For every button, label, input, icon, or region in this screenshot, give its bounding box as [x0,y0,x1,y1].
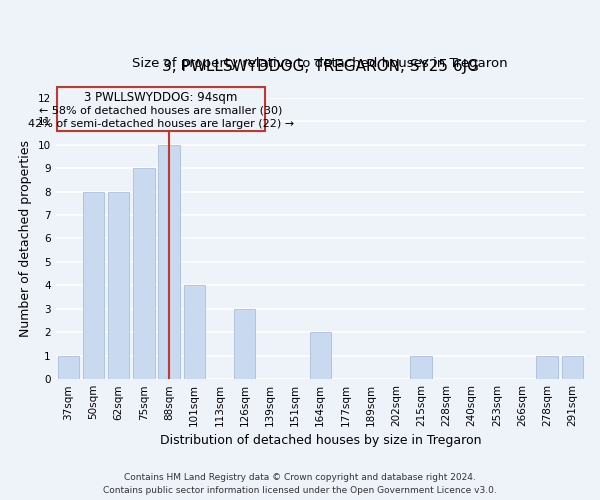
Y-axis label: Number of detached properties: Number of detached properties [19,140,32,337]
Bar [234,309,256,379]
Text: 42% of semi-detached houses are larger (22) →: 42% of semi-detached houses are larger (… [28,119,294,129]
Bar [562,356,583,379]
Bar [133,168,155,379]
Bar [108,192,130,379]
Bar [536,356,558,379]
Text: Contains HM Land Registry data © Crown copyright and database right 2024.
Contai: Contains HM Land Registry data © Crown c… [103,474,497,495]
Bar [310,332,331,379]
X-axis label: Distribution of detached houses by size in Tregaron: Distribution of detached houses by size … [160,434,481,448]
Bar [184,286,205,379]
Text: 3 PWLLSWYDDOG: 94sqm: 3 PWLLSWYDDOG: 94sqm [84,91,238,104]
FancyBboxPatch shape [57,87,265,130]
Bar [410,356,432,379]
Bar [83,192,104,379]
Bar [58,356,79,379]
Title: Size of property relative to detached houses in Tregaron: Size of property relative to detached ho… [133,57,508,70]
Text: ← 58% of detached houses are smaller (30): ← 58% of detached houses are smaller (30… [39,106,283,116]
Bar [158,144,180,379]
Text: 3, PWLLSWYDDOG, TREGARON, SY25 6JG: 3, PWLLSWYDDOG, TREGARON, SY25 6JG [162,59,479,74]
